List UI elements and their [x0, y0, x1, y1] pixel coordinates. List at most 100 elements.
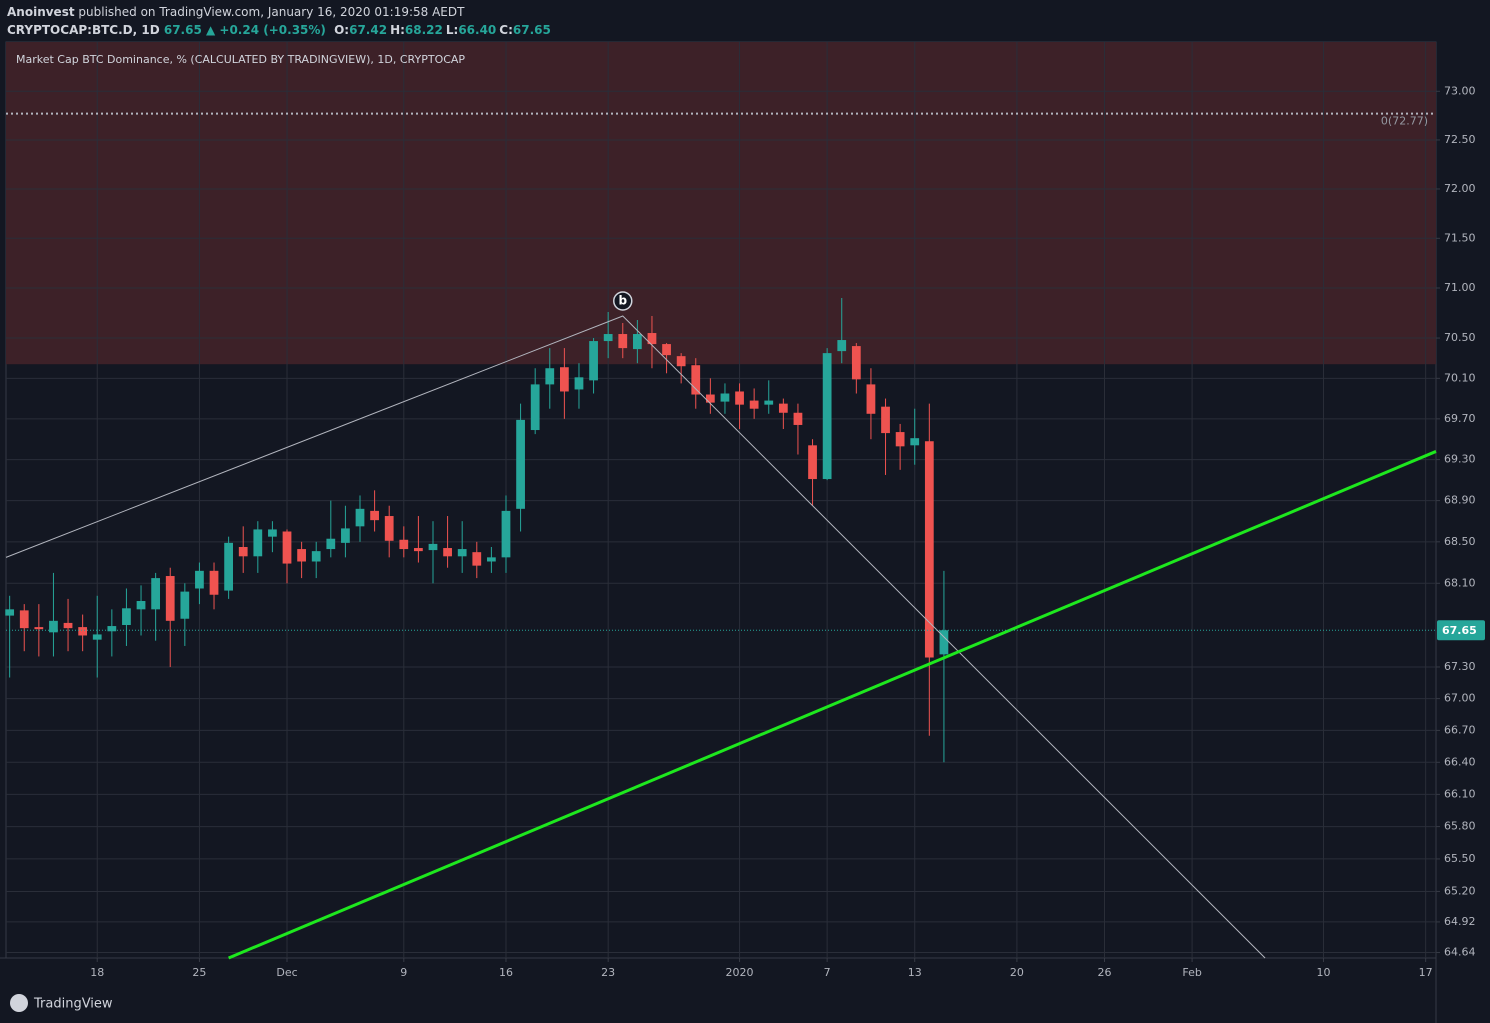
candle-body	[326, 538, 336, 550]
candle-body	[457, 549, 467, 557]
y-tick-label: 64.64	[1444, 946, 1476, 959]
candle-body	[414, 548, 423, 552]
candle-body	[720, 393, 730, 402]
candle-body	[924, 441, 934, 658]
candle-body	[574, 377, 584, 390]
x-tick-label: 20	[1010, 966, 1024, 979]
y-tick-label: 70.50	[1444, 331, 1476, 344]
candle-body	[764, 400, 774, 405]
wave-marker	[613, 291, 633, 311]
candle-body	[370, 510, 379, 521]
candle-body	[939, 630, 949, 655]
ohlc-label: L:	[446, 23, 458, 37]
y-tick-label: 65.80	[1444, 820, 1476, 833]
wave-marker-label: b	[618, 293, 627, 307]
candle-body	[749, 400, 759, 409]
author: Anoinvest	[7, 5, 75, 19]
candle-body	[19, 610, 29, 629]
candle-body	[209, 570, 219, 595]
ohlc-label: H:	[390, 23, 405, 37]
ohlc-value: 67.65	[513, 23, 551, 37]
candle-body	[866, 384, 876, 414]
candle-body	[691, 365, 701, 395]
candle-body	[428, 543, 438, 551]
y-tick-label: 69.70	[1444, 412, 1476, 425]
last-price-box	[1437, 620, 1485, 641]
x-tick-label: 23	[601, 966, 615, 979]
x-tick-label: 9	[400, 966, 407, 979]
x-tick-label: 25	[192, 966, 206, 979]
candle-body	[151, 578, 161, 610]
candle-body	[122, 608, 131, 626]
candle-body	[778, 403, 788, 413]
y-tick-label: 71.50	[1444, 231, 1476, 244]
x-tick-label: 7	[824, 966, 831, 979]
x-tick-label: 10	[1316, 966, 1330, 979]
footer-logo: TradingView	[10, 994, 113, 1012]
x-tick-label: 17	[1419, 966, 1433, 979]
candle-body	[603, 334, 613, 342]
candle-body	[837, 340, 847, 352]
resistance-zone	[6, 42, 1436, 365]
legend: Market Cap BTC Dominance, % (CALCULATED …	[16, 53, 465, 66]
y-tick-label: 70.10	[1444, 371, 1476, 384]
candle-body	[822, 353, 832, 480]
candle-body	[516, 419, 525, 509]
candle-body	[180, 591, 190, 619]
brand: TradingView	[33, 997, 113, 1012]
candle-body	[297, 549, 306, 562]
y-tick-label: 68.10	[1444, 576, 1476, 589]
candle-body	[618, 334, 628, 349]
y-tick-label: 65.50	[1444, 852, 1476, 865]
x-tick-label: Feb	[1182, 966, 1201, 979]
y-tick-label: 67.00	[1444, 692, 1476, 705]
y-tick-label: 67.30	[1444, 660, 1476, 673]
ohlc-value: 66.40	[458, 23, 496, 37]
candle-body	[384, 516, 394, 541]
candle-body	[268, 529, 277, 537]
trend-line	[228, 450, 1437, 960]
x-tick-label: 18	[90, 966, 104, 979]
candle-body	[253, 529, 263, 557]
x-tick-label: 2020	[726, 966, 754, 979]
y-tick-label: 66.10	[1444, 787, 1476, 800]
ohlc-label: O:	[334, 23, 349, 37]
ohlc-label: C:	[499, 23, 513, 37]
candle-body	[851, 346, 861, 380]
y-tick-label: 68.90	[1444, 494, 1476, 507]
y-tick-label: 64.92	[1444, 915, 1476, 928]
y-tick-label: 72.50	[1444, 133, 1476, 146]
x-tick-label: 13	[908, 966, 922, 979]
candle-body	[34, 627, 44, 630]
symbol-line: CRYPTOCAP:BTC.D, 1D 67.65 ▲ +0.24 (+0.35…	[7, 23, 551, 37]
x-tick-label: 16	[499, 966, 513, 979]
candle-body	[895, 432, 905, 447]
candle-body	[5, 609, 15, 616]
ohlc-value: 67.42	[349, 23, 387, 37]
candle-body	[107, 626, 117, 632]
candle-body	[136, 600, 146, 610]
symbol: CRYPTOCAP:BTC.D, 1D	[7, 23, 160, 37]
candle-body	[910, 438, 920, 446]
last-price: 67.65	[164, 23, 202, 37]
logo-icon	[10, 994, 28, 1012]
candle-body	[793, 412, 803, 425]
y-tick-label: 65.20	[1444, 884, 1476, 897]
plot-area	[5, 42, 1437, 960]
candle-body	[238, 546, 248, 557]
publisher-line: Anoinvest published on TradingView.com, …	[7, 5, 465, 19]
candle-body	[165, 576, 175, 621]
candle-body	[530, 384, 540, 431]
last-price-label: 67.65	[1442, 624, 1477, 637]
candle-body	[282, 531, 292, 564]
candle-body	[881, 406, 890, 434]
y-tick-label: 72.00	[1444, 182, 1476, 195]
y-tick-label: 73.00	[1444, 84, 1476, 97]
candle-body	[662, 344, 671, 356]
ohlc-value: 68.22	[405, 23, 443, 37]
trend-line	[5, 315, 1266, 959]
published: published on TradingView.com, January 16…	[78, 5, 465, 19]
change: ▲ +0.24 (+0.35%)	[206, 23, 326, 37]
